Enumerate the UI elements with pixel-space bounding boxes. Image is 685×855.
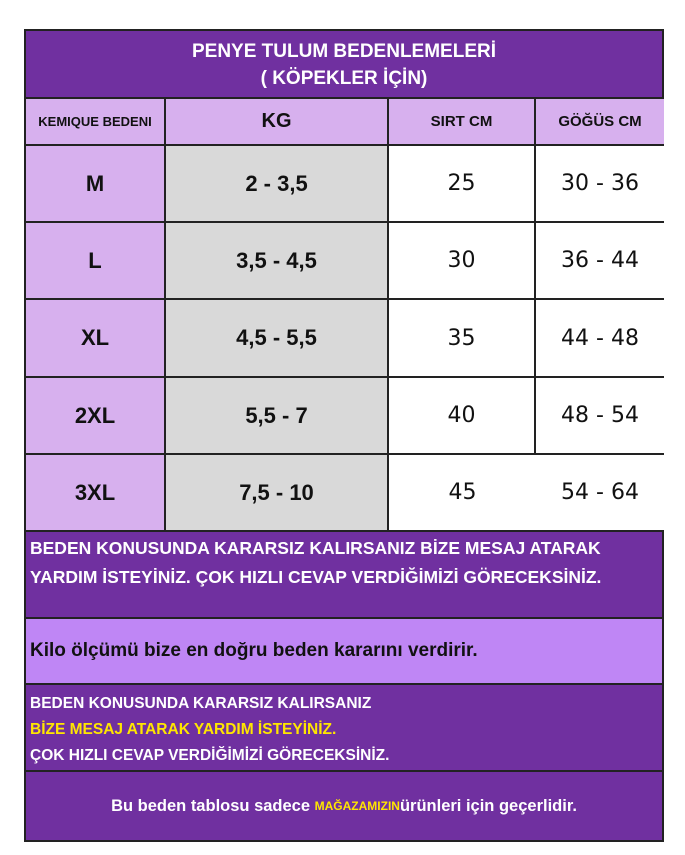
- cell-kg: 7,5 - 10: [166, 455, 389, 532]
- cell-chest: 36 - 44: [536, 223, 664, 300]
- cell-size: 2XL: [26, 378, 166, 455]
- validity-post: ürünleri için geçerlidir.: [399, 796, 577, 815]
- header-size: KEMIQUE BEDENI: [26, 99, 166, 146]
- cell-back: 30: [389, 223, 536, 300]
- contact-line-3: ÇOK HIZLI CEVAP VERDİĞİMİZİ GÖRECEKSİNİZ…: [30, 747, 390, 764]
- cell-kg: 4,5 - 5,5: [166, 300, 389, 378]
- cell-size: XL: [26, 300, 166, 378]
- store-name: MAĞAZAMIZIN: [314, 799, 400, 813]
- contact-line-2: BİZE MESAJ ATARAK YARDIM İSTEYİNİZ.: [30, 721, 337, 738]
- cell-back: 25: [389, 146, 536, 223]
- advice-note: BEDEN KONUSUNDA KARARSIZ KALIRSANIZ BİZE…: [26, 532, 662, 619]
- title-line-2: ( KÖPEKLER İÇİN): [260, 68, 428, 89]
- cell-chest: 44 - 48: [536, 300, 664, 378]
- size-chart-table: PENYE TULUM BEDENLEMELERİ ( KÖPEKLER İÇİ…: [24, 29, 664, 842]
- header-chest: GÖĞÜS CM: [536, 99, 664, 146]
- cell-back: 35: [389, 300, 536, 378]
- cell-chest: 48 - 54: [536, 378, 664, 455]
- validity-pre: Bu beden tablosu sadece: [111, 796, 315, 815]
- cell-size: L: [26, 223, 166, 300]
- validity-note: Bu beden tablosu sadece MAĞAZAMIZIN ürün…: [26, 772, 662, 840]
- cell-size: M: [26, 146, 166, 223]
- chart-title: PENYE TULUM BEDENLEMELERİ ( KÖPEKLER İÇİ…: [26, 31, 662, 99]
- cell-chest: 54 - 64: [536, 455, 664, 532]
- cell-kg: 2 - 3,5: [166, 146, 389, 223]
- cell-chest: 30 - 36: [536, 146, 664, 223]
- contact-note: BEDEN KONUSUNDA KARARSIZ KALIRSANIZ BİZE…: [26, 685, 662, 772]
- contact-line-1: BEDEN KONUSUNDA KARARSIZ KALIRSANIZ: [30, 695, 372, 712]
- header-back: SIRT CM: [389, 99, 536, 146]
- cell-kg: 3,5 - 4,5: [166, 223, 389, 300]
- cell-kg: 5,5 - 7: [166, 378, 389, 455]
- title-line-1: PENYE TULUM BEDENLEMELERİ: [191, 41, 497, 62]
- cell-size: 3XL: [26, 455, 166, 532]
- weight-note: Kilo ölçümü bize en doğru beden kararını…: [26, 619, 662, 685]
- cell-back: 40: [389, 378, 536, 455]
- cell-back: 45: [389, 455, 536, 532]
- header-kg: KG: [166, 99, 389, 146]
